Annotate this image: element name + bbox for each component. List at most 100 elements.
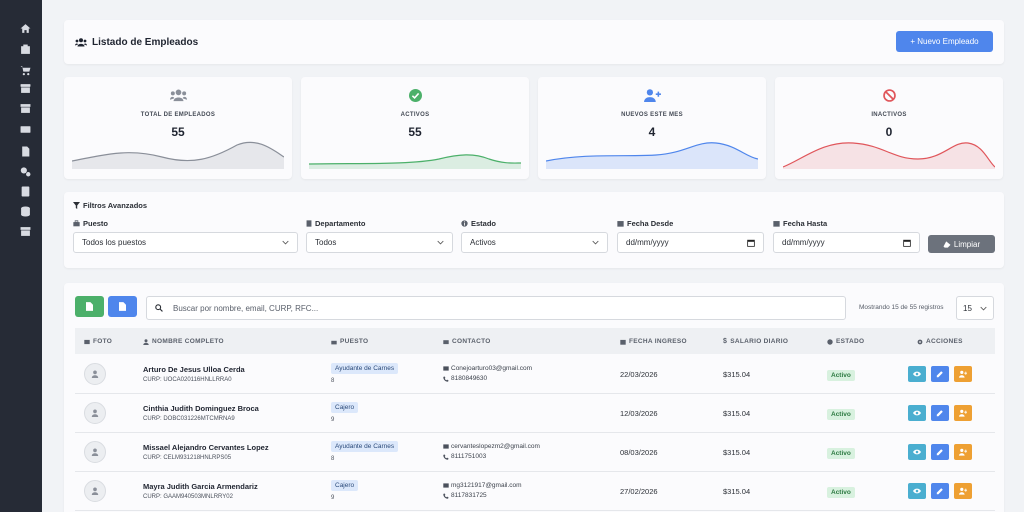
th-salario: $ SALARIO DIARIO [723,338,788,345]
contact-email[interactable]: Conejoarturo03@gmail.com [443,365,532,372]
export-excel-button[interactable] [75,296,104,317]
page-size-select[interactable]: 15 [956,296,994,320]
edit-button[interactable] [931,444,949,460]
user-plus-icon [959,487,967,495]
th-foto: FOTO [84,338,112,345]
building-icon[interactable] [20,44,31,55]
edit-button[interactable] [931,405,949,421]
calculator-icon[interactable] [20,186,31,197]
home-icon[interactable] [20,23,31,34]
archive-icon[interactable] [20,83,31,94]
records-count: Mostrando 15 de 55 registros [859,304,944,311]
calendar-icon[interactable] [903,239,911,247]
view-button[interactable] [908,483,926,499]
phone-icon [443,492,449,499]
th-estado-text: ESTADO [836,338,865,345]
fecha-hasta-label: Fecha Hasta [773,219,827,228]
view-button[interactable] [908,405,926,421]
th-estado: ESTADO [827,338,864,345]
chevron-down-icon [980,306,987,310]
file-excel-icon [86,302,93,311]
export-word-button[interactable] [108,296,137,317]
estado-select-value: Activos [470,238,496,247]
dollar-icon: $ [723,338,728,345]
fecha-desde-value: dd/mm/yyyy [626,238,669,247]
th-acciones: ACCIONES [917,338,963,345]
briefcase-icon [331,340,337,344]
stat-label: INACTIVOS [871,112,907,118]
departamento-label-text: Departamento [315,219,366,228]
assign-user-button[interactable] [954,366,972,382]
cash-icon[interactable] [20,124,31,135]
puesto-number: 8 [331,456,335,462]
puesto-select-value: Todos los puestos [82,238,147,247]
employee-name[interactable]: Missael Alejandro Cervantes Lopez [143,443,269,452]
image-icon [84,339,90,344]
puesto-number: 8 [331,378,335,384]
puesto-badge: Ayudante de Carnes [331,363,399,374]
sparkline [72,141,284,169]
fecha-desde-label: Fecha Desde [617,219,673,228]
edit-icon [936,488,943,495]
database-icon[interactable] [20,206,31,217]
puesto-label-text: Puesto [83,219,109,228]
stat-card-new: NUEVOS ESTE MES 4 [538,77,766,179]
contact-phone[interactable]: 8180849630 [443,375,487,382]
hire-date: 08/03/2026 [620,448,658,457]
filters-title: Filtros Avanzados [73,201,147,210]
assign-user-button[interactable] [954,405,972,421]
assign-user-button[interactable] [954,483,972,499]
estado-select[interactable]: Activos [461,232,608,253]
calendar-icon [617,221,624,227]
stat-label: TOTAL DE EMPLEADOS [140,112,216,118]
main-content: Listado de Empleados + Nuevo Empleado TO… [42,0,1024,512]
edit-button[interactable] [931,366,949,382]
calendar-icon[interactable] [747,239,755,247]
contact-email[interactable]: cervanteslopezm2@gmail.com [443,443,540,450]
contact-phone[interactable]: 8111751003 [443,453,486,460]
table-row[interactable] [75,355,995,394]
puesto-label: Puesto [73,219,108,228]
stat-card-total: TOTAL DE EMPLEADOS 55 [64,77,292,179]
view-button[interactable] [908,366,926,382]
user-plus-icon [959,448,967,456]
eye-icon [913,488,921,494]
fecha-hasta-input[interactable]: dd/mm/yyyy [773,232,920,253]
employee-name[interactable]: Arturo De Jesus Ulloa Cerda [143,365,245,374]
employee-name[interactable]: Cinthia Judith Dominguez Broca [143,404,259,413]
gears-icon[interactable] [20,166,31,177]
calendar-icon [620,339,626,345]
puesto-select[interactable]: Todos los puestos [73,232,298,253]
box-icon[interactable] [20,103,31,114]
contact-email[interactable]: mg3121917@gmail.com [443,482,522,489]
eraser-icon [943,240,951,248]
view-button[interactable] [908,444,926,460]
cart-icon[interactable] [20,65,31,76]
fecha-desde-input[interactable]: dd/mm/yyyy [617,232,764,253]
employee-name[interactable]: Mayra Judith Garcia Armendariz [143,482,258,491]
clear-filters-label: Limpiar [953,239,981,249]
employee-curp: CURP: CELM931218HNLRPS05 [143,455,232,461]
puesto-number: 9 [331,495,335,501]
ban-icon [882,89,896,102]
search-input[interactable]: Buscar por nombre, email, CURP, RFC... [146,296,846,320]
contact-email-text: Conejoarturo03@gmail.com [451,365,533,372]
eye-icon [913,449,921,455]
clear-filters-button[interactable]: Limpiar [928,235,995,253]
info-icon [827,338,833,345]
departamento-select[interactable]: Todos [306,232,453,253]
avatar [84,402,106,424]
table-row[interactable] [75,472,995,511]
sparkline [783,142,995,169]
table-row[interactable] [75,394,995,433]
new-employee-button[interactable]: + Nuevo Empleado [896,31,993,52]
box-icon-2[interactable] [20,226,31,237]
document-icon[interactable] [20,146,31,157]
chevron-down-icon [437,240,444,245]
edit-button[interactable] [931,483,949,499]
assign-user-button[interactable] [954,444,972,460]
estado-label: Estado [461,219,496,228]
table-row[interactable] [75,433,995,472]
page-size-value: 15 [963,303,972,313]
contact-phone[interactable]: 8117831725 [443,492,487,499]
